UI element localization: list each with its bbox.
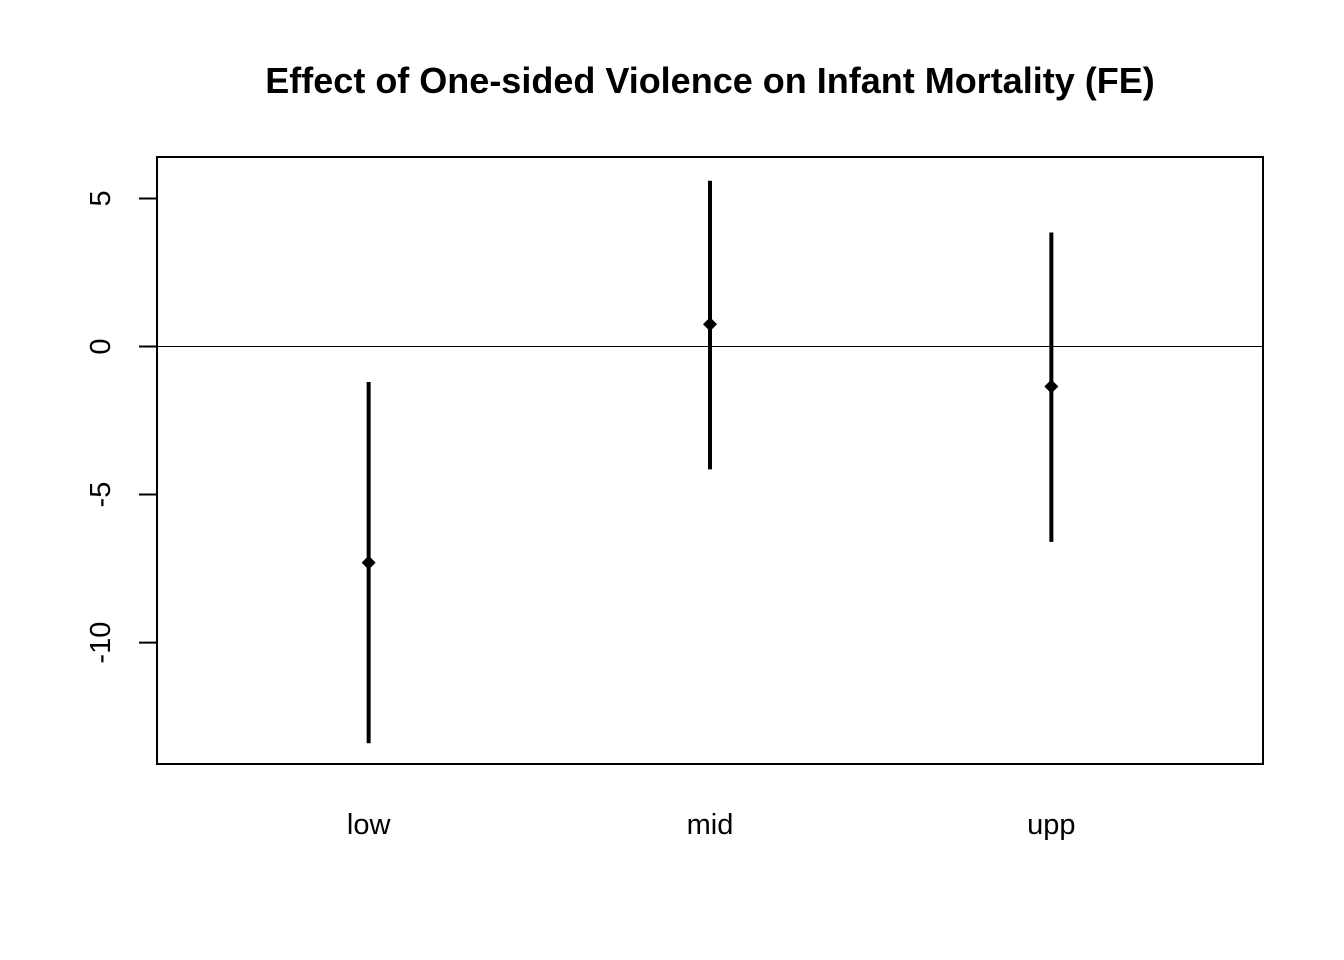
y-tick-label: 5 <box>85 190 117 206</box>
marks-layer <box>361 180 1059 744</box>
point-estimate-low <box>361 555 376 570</box>
point-estimate-mid <box>703 317 717 332</box>
y-axis: 5 0 -5 -10 <box>85 190 157 664</box>
point-estimate-upp <box>1044 379 1059 394</box>
y-tick-label: 0 <box>85 338 117 354</box>
plot-frame <box>156 156 1264 765</box>
x-tick-label: upp <box>1027 809 1075 841</box>
x-tick-label: low <box>347 809 392 841</box>
chart-title: Effect of One-sided Violence on Infant M… <box>265 60 1154 101</box>
y-tick-label: -5 <box>85 482 117 508</box>
y-tick-label: -10 <box>85 622 117 664</box>
x-axis: low mid upp <box>347 809 1076 841</box>
x-tick-label: mid <box>687 809 734 841</box>
